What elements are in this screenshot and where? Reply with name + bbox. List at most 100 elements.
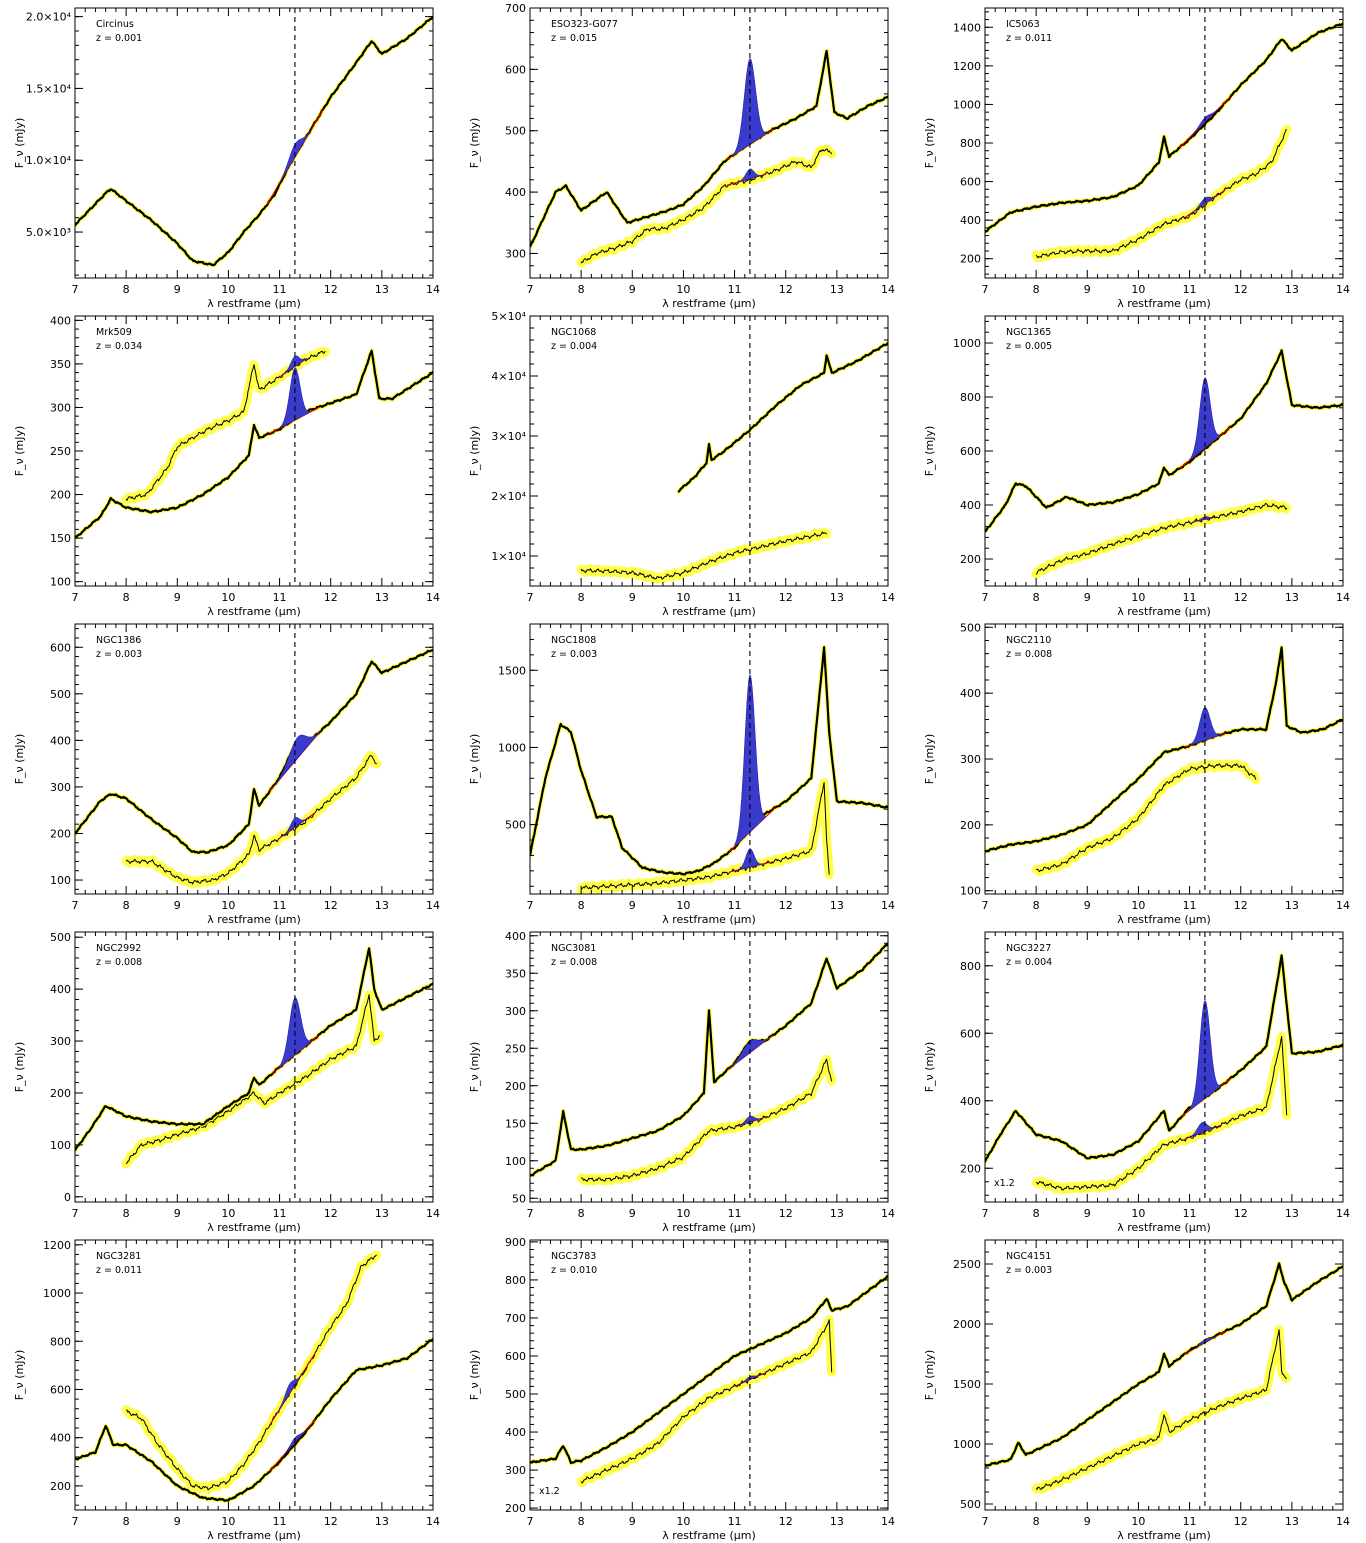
y-tick-label: 3×10⁴ xyxy=(491,430,526,443)
x-tick-label: 13 xyxy=(375,1207,389,1220)
panel-ngc1365: 7 8 9 10 11 12 13 14 200 400 600 800 1000 λ restframe… xyxy=(923,315,1350,618)
plot-area xyxy=(530,48,888,268)
panel-ngc3081: 7 8 9 10 11 12 13 14 50 100 150 200 250 300 350 400 λ re… xyxy=(468,930,895,1234)
y-axis-label: F_ν (mJy) xyxy=(923,1350,936,1401)
x-tick-label: 7 xyxy=(72,899,79,912)
y-axis-label: F_ν (mJy) xyxy=(13,734,26,785)
x-tick-label: 8 xyxy=(578,591,585,604)
plot-area xyxy=(75,946,433,1169)
object-name: Mrk509 xyxy=(96,327,132,338)
plot-area xyxy=(985,20,1343,263)
y-axis-label: F_ν (mJy) xyxy=(923,426,936,477)
y-tick-label: 1.0×10⁴ xyxy=(26,154,72,167)
object-name: NGC1365 xyxy=(1006,327,1051,338)
x-tick-label: 8 xyxy=(578,283,585,296)
large-aperture-spectrum xyxy=(677,342,888,493)
x-tick-label: 10 xyxy=(221,899,235,912)
x-tick-label: 11 xyxy=(728,1515,742,1528)
plot-area xyxy=(75,346,433,540)
y-tick-label: 400 xyxy=(50,314,71,327)
y-tick-label: 1.5×10⁴ xyxy=(26,82,72,95)
y-tick-label: 500 xyxy=(960,621,981,634)
x-tick-label: 11 xyxy=(728,283,742,296)
x-tick-label: 9 xyxy=(1084,1207,1091,1220)
x-tick-label: 10 xyxy=(221,1207,235,1220)
y-tick-label: 2500 xyxy=(953,1258,981,1271)
large-aperture-spectrum xyxy=(530,1274,888,1465)
x-tick-label: 10 xyxy=(676,1207,690,1220)
plot-frame xyxy=(74,7,434,279)
x-tick-label: 13 xyxy=(830,283,844,296)
y-tick-label: 1000 xyxy=(498,741,526,754)
panel-ngc3227: 7 8 9 10 11 12 13 14 200 400 600 800 λ restframe (μm… xyxy=(923,931,1350,1234)
y-axis-label: F_ν (mJy) xyxy=(468,1350,481,1401)
x-tick-label: 14 xyxy=(426,591,440,604)
y-tick-label: 300 xyxy=(50,1035,71,1048)
y-tick-label: 400 xyxy=(505,1426,526,1439)
x-tick-label: 9 xyxy=(1084,1515,1091,1528)
y-tick-label: 300 xyxy=(960,753,981,766)
x-axis-label: λ restframe (μm) xyxy=(207,1529,301,1542)
x-tick-label: 11 xyxy=(273,591,287,604)
large-uncertainty-band xyxy=(75,14,433,268)
y-axis-label: F_ν (mJy) xyxy=(13,1350,26,1401)
x-tick-label: 13 xyxy=(830,591,844,604)
x-tick-label: 12 xyxy=(779,1207,793,1220)
plot-frame xyxy=(74,1239,434,1511)
x-tick-label: 14 xyxy=(1336,283,1350,296)
panel-ic5063: 7 8 9 10 11 12 13 14 200 400 600 800 1000 1200 1400 λ r… xyxy=(923,7,1350,310)
x-tick-label: 8 xyxy=(1033,591,1040,604)
y-axis-label: F_ν (mJy) xyxy=(923,734,936,785)
x-tick-label: 7 xyxy=(72,1207,79,1220)
x-tick-label: 9 xyxy=(629,1207,636,1220)
small-uncertainty-band xyxy=(576,1315,837,1488)
x-tick-label: 8 xyxy=(1033,899,1040,912)
y-tick-label: 200 xyxy=(505,1080,526,1093)
y-tick-label: 500 xyxy=(505,819,526,832)
y-tick-label: 1×10⁴ xyxy=(491,550,526,563)
y-tick-label: 1400 xyxy=(953,21,981,34)
x-tick-label: 7 xyxy=(72,283,79,296)
object-name: NGC1068 xyxy=(551,327,596,338)
x-tick-label: 7 xyxy=(982,283,989,296)
y-tick-label: 500 xyxy=(505,125,526,138)
x-tick-label: 8 xyxy=(123,899,130,912)
large-uncertainty-band xyxy=(676,340,888,495)
x-tick-label: 13 xyxy=(1285,899,1299,912)
y-tick-label: 300 xyxy=(505,1464,526,1477)
object-name: NGC3081 xyxy=(551,943,596,954)
x-tick-label: 11 xyxy=(1183,899,1197,912)
x-axis-label: λ restframe (μm) xyxy=(1117,1221,1211,1234)
x-tick-label: 8 xyxy=(1033,1207,1040,1220)
large-uncertainty-band xyxy=(530,48,888,250)
plot-area xyxy=(985,348,1343,579)
x-tick-label: 11 xyxy=(273,1515,287,1528)
y-tick-label: 800 xyxy=(960,960,981,973)
x-tick-label: 10 xyxy=(1131,1207,1145,1220)
y-tick-label: 500 xyxy=(960,1498,981,1511)
redshift-label: z = 0.005 xyxy=(1006,341,1052,352)
small-aperture-spectrum xyxy=(580,1058,833,1182)
y-tick-label: 100 xyxy=(960,885,981,898)
plot-frame xyxy=(529,7,889,279)
x-tick-label: 10 xyxy=(1131,899,1145,912)
plot-area xyxy=(985,1261,1343,1494)
panel-ngc2992: 7 8 9 10 11 12 13 14 0 100 200 300 400 500 λ restframe… xyxy=(13,931,440,1234)
x-tick-label: 13 xyxy=(1285,1207,1299,1220)
large-pah-feature xyxy=(1189,1000,1221,1111)
redshift-label: z = 0.008 xyxy=(551,957,597,968)
x-tick-label: 13 xyxy=(375,283,389,296)
x-tick-label: 11 xyxy=(1183,283,1197,296)
redshift-label: z = 0.015 xyxy=(551,33,597,44)
x-axis-label: λ restframe (μm) xyxy=(662,1529,756,1542)
x-tick-label: 7 xyxy=(72,1515,79,1528)
y-tick-label: 1200 xyxy=(43,1239,71,1252)
y-tick-label: 400 xyxy=(505,930,526,943)
y-tick-label: 500 xyxy=(50,688,71,701)
object-name: NGC3783 xyxy=(551,1251,596,1262)
y-axis-label: F_ν (mJy) xyxy=(923,1042,936,1093)
x-tick-label: 9 xyxy=(174,283,181,296)
x-tick-label: 12 xyxy=(779,899,793,912)
x-tick-label: 9 xyxy=(174,1515,181,1528)
x-tick-label: 14 xyxy=(1336,1207,1350,1220)
